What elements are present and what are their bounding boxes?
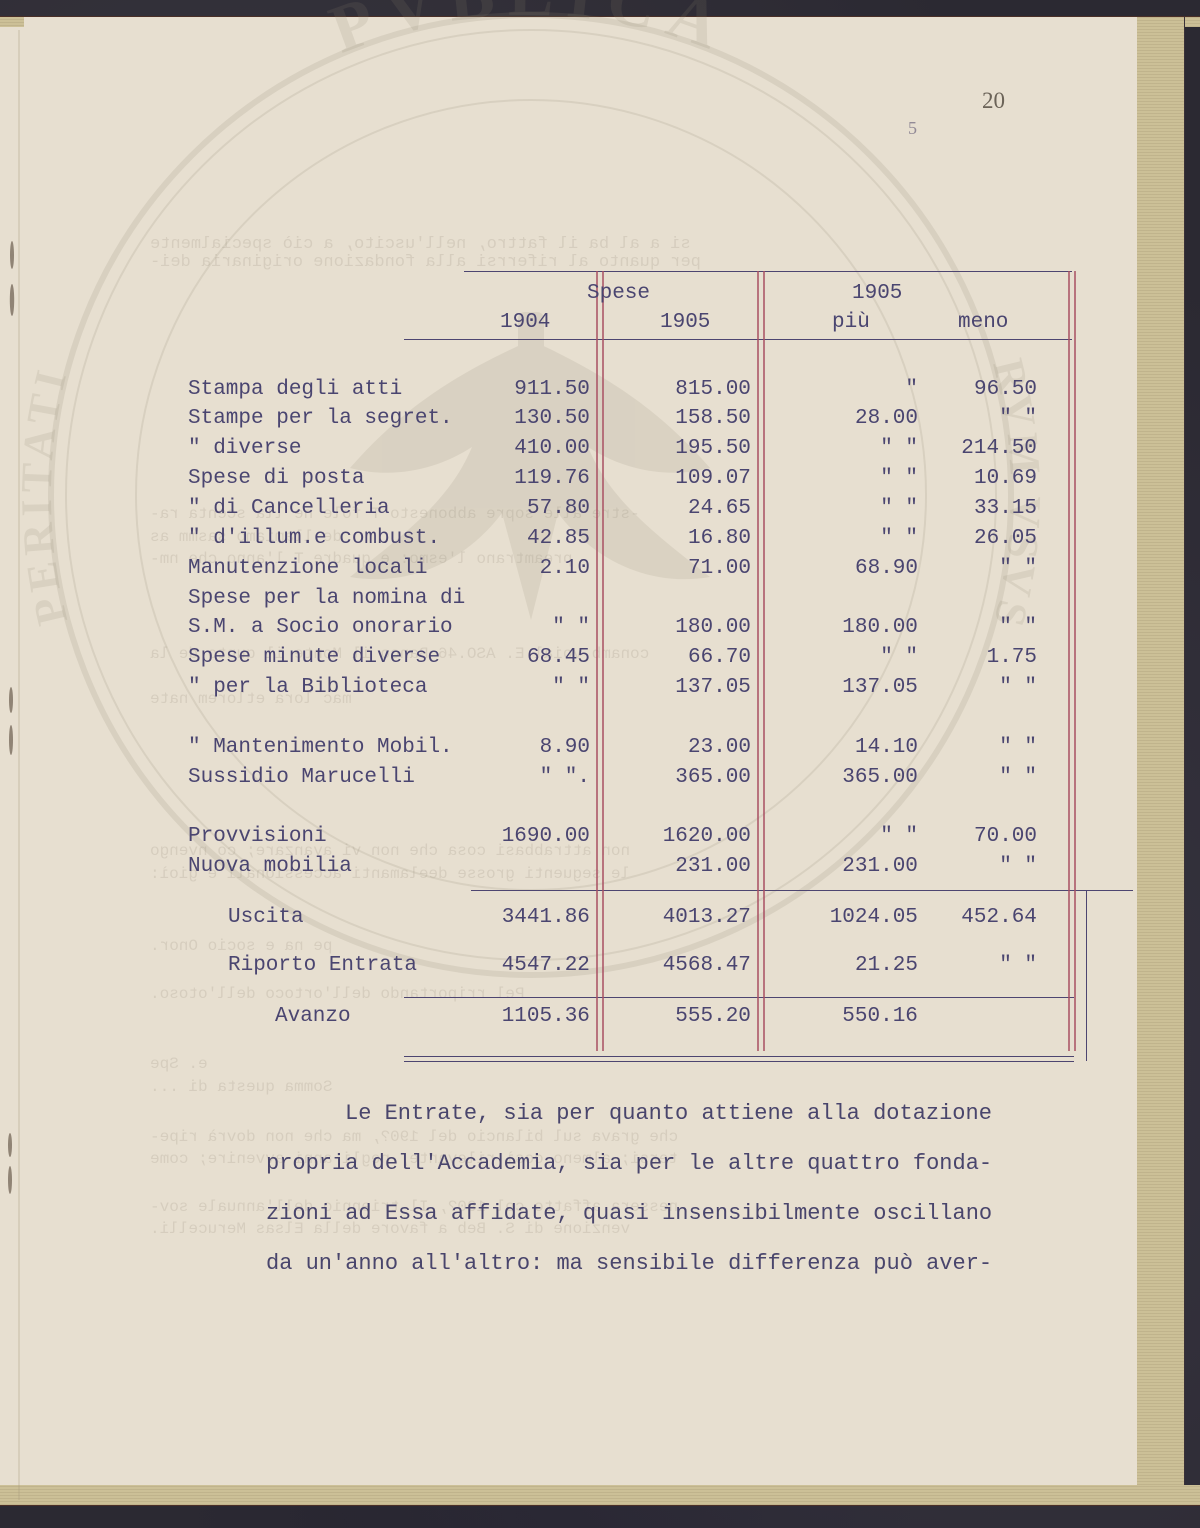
svg-text:PVBLICA: PVBLICA <box>320 0 742 67</box>
